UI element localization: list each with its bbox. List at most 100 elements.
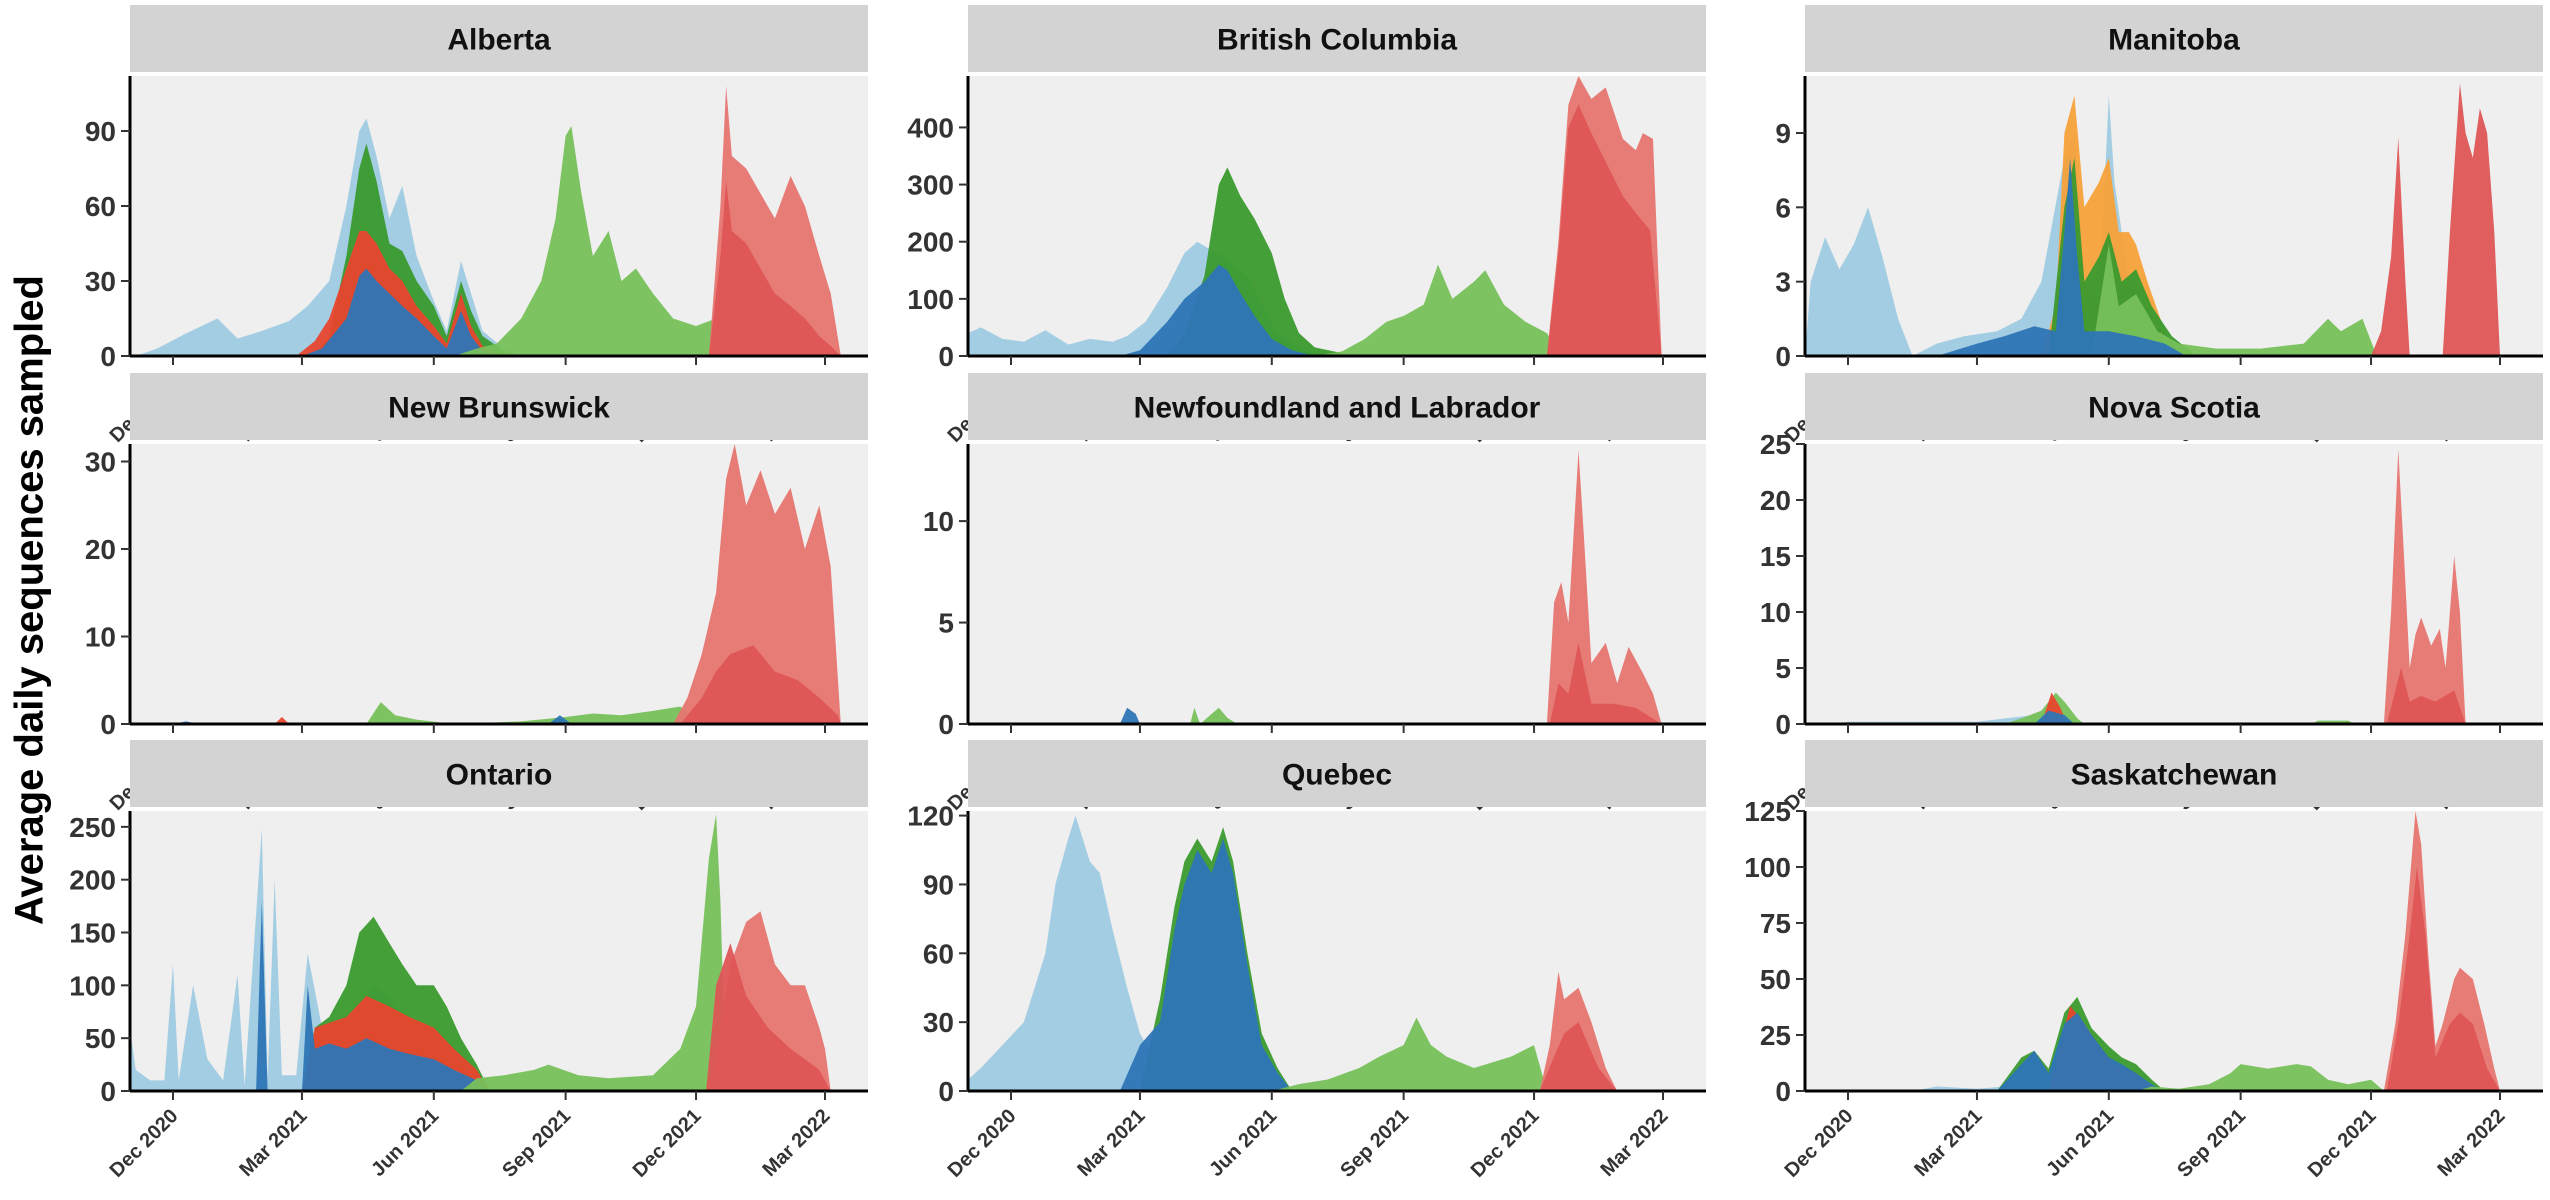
y-tick-label: 300	[907, 170, 954, 201]
y-tick-label: 250	[69, 812, 116, 843]
x-tick-label: Mar 2022	[758, 1105, 834, 1181]
facet-strip	[130, 740, 868, 807]
series-area-red	[1546, 104, 1662, 356]
y-tick-label: 120	[907, 801, 954, 832]
y-tick-label: 30	[85, 266, 116, 297]
series-area-dark-blue	[1119, 838, 1292, 1091]
series-area-light-green	[366, 702, 702, 724]
y-tick-label: 90	[923, 869, 954, 900]
y-tick-label: 20	[85, 534, 116, 565]
x-tick-label: Dec 2020	[106, 1105, 183, 1182]
series-area-salmon	[1546, 450, 1662, 724]
series-area-light-green	[2136, 1064, 2384, 1091]
y-tick-label: 400	[907, 112, 954, 143]
series-area-light-blue	[1832, 707, 2078, 724]
facet-strip	[130, 373, 868, 440]
x-tick-label: Dec 2020	[1781, 1105, 1858, 1182]
y-tick-label: 25	[1760, 429, 1791, 460]
series-area-light-green	[1190, 707, 1238, 724]
facet-title: Nova Scotia	[2088, 392, 2260, 425]
y-tick-label: 0	[1775, 1076, 1791, 1107]
y-tick-label: 10	[923, 506, 954, 537]
y-tick-label: 50	[1760, 964, 1791, 995]
y-tick-label: 30	[923, 1007, 954, 1038]
panel: Saskatchewan 0 25 50 75 100 125 Dec 2020 Mar 202…	[1744, 740, 2543, 1182]
panel: Quebec 0 30 60 90 120 Dec 2020 Mar 2021 Jun 2021…	[907, 740, 1706, 1182]
series-area-dark-blue	[1119, 264, 1315, 356]
x-tick-label: Sep 2021	[498, 1105, 575, 1182]
facet-strip	[1805, 5, 2543, 72]
x-tick-label: Jun 2021	[1205, 1105, 1281, 1181]
facet-strip	[968, 740, 1706, 807]
y-tick-label: 200	[69, 865, 116, 896]
series-area-dark-blue	[1119, 707, 1140, 724]
series-area-dark-blue	[302, 268, 504, 356]
x-tick-label: Dec 2021	[629, 1105, 706, 1182]
series-area-red	[2371, 83, 2500, 357]
facet-strip	[1805, 373, 2543, 440]
series-area-dark-blue	[1936, 157, 2187, 356]
y-tick-label: 0	[1775, 709, 1791, 740]
series-area-dark-green	[2048, 157, 2197, 356]
series-area-light-green	[461, 814, 727, 1091]
series-area-light-green	[1314, 264, 1562, 356]
y-tick-label: 10	[85, 622, 116, 653]
x-tick-label: Jun 2021	[2042, 1105, 2118, 1181]
facet-strip	[968, 5, 1706, 72]
y-tick-label: 0	[938, 709, 954, 740]
x-tick-label: Sep 2021	[2173, 1105, 2250, 1182]
series-area-dark-blue	[256, 900, 490, 1091]
series-area-light-green	[1271, 1017, 1547, 1091]
y-tick-label: 3	[1775, 267, 1791, 298]
y-tick-label: 0	[938, 341, 954, 372]
x-tick-label: Mar 2021	[235, 1105, 311, 1181]
y-tick-label: 5	[938, 608, 954, 639]
y-tick-label: 30	[85, 447, 116, 478]
y-tick-label: 20	[1760, 485, 1791, 516]
series-area-dark-blue	[2034, 710, 2075, 724]
facet-strip	[968, 373, 1706, 440]
x-tick-label: Mar 2021	[1910, 1105, 1986, 1181]
series-area-light-green	[453, 126, 724, 356]
series-area-red	[680, 645, 841, 724]
series-area-red	[2386, 867, 2500, 1091]
y-tick-label: 0	[100, 341, 116, 372]
series-area-red	[1539, 1022, 1618, 1091]
facet-title: Manitoba	[2108, 24, 2240, 57]
series-area-light-blue	[968, 815, 1185, 1091]
x-tick-label: Sep 2021	[1336, 1105, 1413, 1182]
y-tick-label: 0	[1775, 341, 1791, 372]
y-tick-label: 15	[1760, 541, 1791, 572]
series-area-salmon	[673, 444, 841, 724]
x-tick-label: Dec 2020	[944, 1105, 1021, 1182]
facet-title: British Columbia	[1217, 24, 1457, 57]
x-tick-label: Mar 2021	[1073, 1105, 1149, 1181]
y-tick-label: 200	[907, 227, 954, 258]
y-tick-label: 0	[938, 1076, 954, 1107]
y-tick-label: 6	[1775, 192, 1791, 223]
panel: Ontario 0 50 100 150 200 250 Dec 2020 Mar 2021 Ju…	[69, 740, 868, 1182]
facet-strip	[130, 5, 868, 72]
series-area-red	[708, 181, 841, 356]
facet-title: New Brunswick	[388, 392, 610, 425]
x-tick-label: Dec 2021	[1467, 1105, 1544, 1182]
series-area-red	[2386, 668, 2466, 724]
y-tick-label: 100	[69, 970, 116, 1001]
series-area-red-orange	[274, 717, 290, 724]
y-tick-label: 50	[85, 1023, 116, 1054]
y-tick-label: 10	[1760, 597, 1791, 628]
y-tick-label: 60	[923, 938, 954, 969]
series-area-red	[1549, 642, 1662, 724]
facet-strip	[1805, 740, 2543, 807]
y-tick-label: 100	[1744, 852, 1791, 883]
y-tick-label: 100	[907, 284, 954, 315]
y-tick-label: 25	[1760, 1020, 1791, 1051]
y-tick-label: 150	[69, 918, 116, 949]
y-tick-label: 0	[100, 1076, 116, 1107]
y-tick-label: 5	[1775, 653, 1791, 684]
x-tick-label: Mar 2022	[1596, 1105, 1672, 1181]
facet-title: Quebec	[1282, 759, 1392, 792]
y-tick-label: 75	[1760, 908, 1791, 939]
